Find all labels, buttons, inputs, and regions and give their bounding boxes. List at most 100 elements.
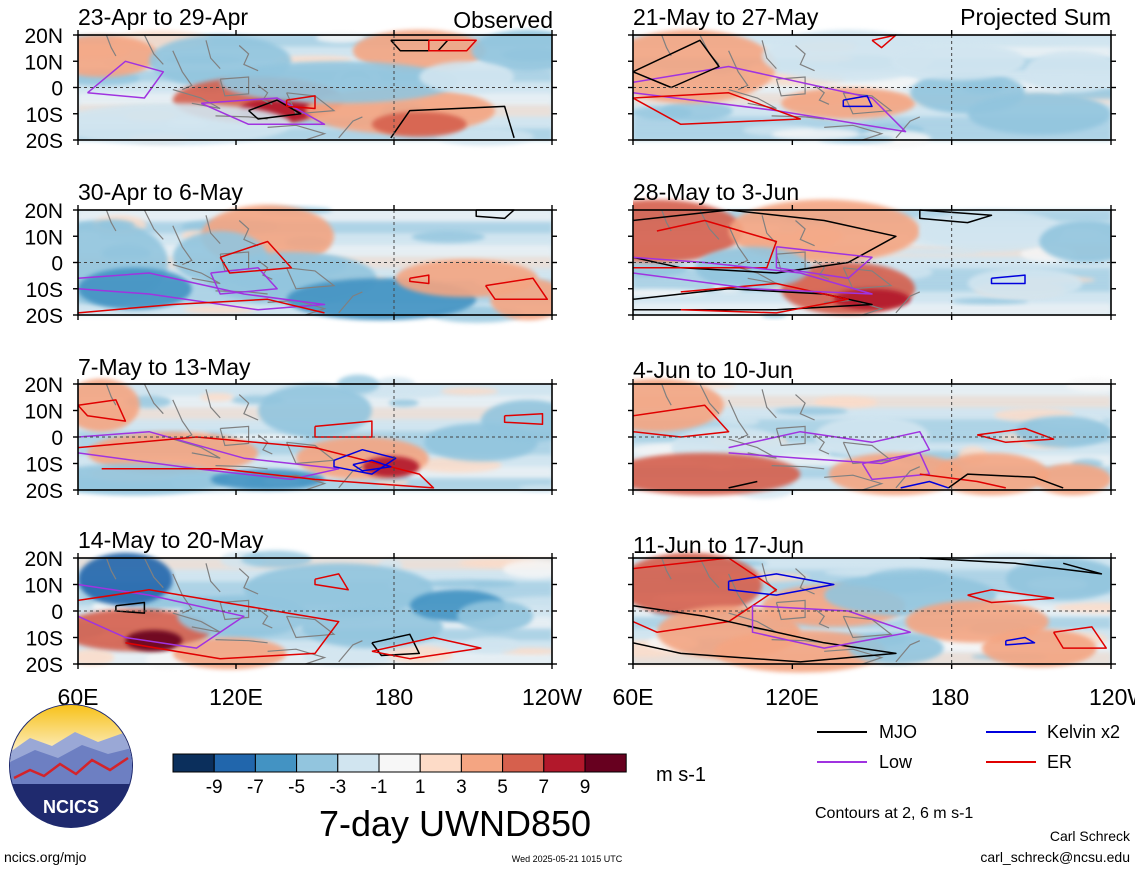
coastline bbox=[795, 45, 815, 72]
contour-line bbox=[871, 34, 897, 49]
colorbar-label: 9 bbox=[580, 777, 591, 798]
colorbar-label: -5 bbox=[288, 777, 305, 798]
map-panel bbox=[633, 199, 1111, 319]
contour-line bbox=[352, 459, 392, 472]
projected-label: Projected Sum bbox=[960, 4, 1111, 30]
coastline bbox=[761, 40, 777, 70]
contour-line bbox=[1052, 626, 1107, 649]
wind-anomaly-blob bbox=[1034, 463, 1111, 496]
coastline bbox=[215, 465, 268, 470]
colorbar-swatch bbox=[213, 753, 256, 773]
map-panel bbox=[78, 374, 552, 496]
contour-line bbox=[1005, 636, 1036, 646]
coastline bbox=[824, 124, 884, 141]
panels-layer bbox=[73, 29, 1116, 673]
lon-label-180: 180 bbox=[375, 684, 413, 710]
contour-line bbox=[314, 573, 349, 591]
wind-anomaly-blob bbox=[78, 35, 159, 77]
ncics-logo: NCICS bbox=[9, 704, 133, 828]
coastline bbox=[143, 383, 164, 415]
wind-anomaly-blob bbox=[371, 111, 467, 137]
contour-line bbox=[977, 427, 1055, 444]
contour-line bbox=[633, 404, 730, 438]
wind-anomaly-blob bbox=[833, 288, 911, 310]
lon-label-120w: 120W bbox=[522, 684, 582, 710]
lat-label: 20N bbox=[24, 200, 63, 223]
panel-title-4: 28-May to 3-Jun bbox=[633, 179, 799, 205]
coastline bbox=[257, 434, 273, 455]
wind-anomaly-blob bbox=[78, 378, 140, 432]
coastline bbox=[105, 557, 117, 580]
contour-line bbox=[503, 412, 544, 426]
coastline bbox=[286, 267, 336, 290]
lat-label: 0 bbox=[51, 601, 63, 624]
coastline bbox=[814, 608, 830, 629]
footer-url: ncics.org/mjo bbox=[4, 849, 87, 865]
lat-label: 10N bbox=[24, 401, 63, 424]
coastline bbox=[661, 34, 672, 57]
coastline bbox=[286, 615, 336, 639]
lat-label: 10N bbox=[24, 575, 63, 598]
coastline bbox=[257, 608, 273, 629]
contour-line bbox=[78, 436, 435, 489]
wind-anomaly-blob bbox=[300, 605, 443, 649]
lat-label: 20N bbox=[24, 374, 63, 397]
coastline bbox=[814, 434, 830, 455]
wind-anomaly-blob bbox=[891, 42, 1025, 81]
colorbar-label: 7 bbox=[539, 777, 550, 798]
lon-label-120w-r: 120W bbox=[1089, 684, 1135, 710]
coastline bbox=[338, 291, 363, 314]
contour-line bbox=[200, 97, 326, 126]
wind-anomaly-blob bbox=[457, 600, 534, 633]
lon-label-60e-r: 60E bbox=[613, 684, 654, 710]
contour-line bbox=[728, 430, 931, 465]
coastline bbox=[661, 383, 672, 406]
contour-line bbox=[78, 589, 340, 660]
coastline bbox=[771, 115, 825, 120]
panel-title-5: 7-May to 13-May bbox=[78, 354, 251, 380]
coastline bbox=[205, 389, 221, 419]
lat-label: 0 bbox=[51, 253, 63, 276]
colorbar-swatch bbox=[584, 753, 627, 773]
panel-title-1: 23-Apr to 29-Apr bbox=[78, 4, 248, 30]
panel-title-8: 11-Jun to 17-Jun bbox=[633, 532, 804, 558]
contours-note: Contours at 2, 6 m s-1 bbox=[815, 805, 973, 822]
wind-anomaly-blob bbox=[633, 29, 777, 104]
longitude-labels-right: 60E 120E 180 120W bbox=[613, 684, 1135, 710]
legend-label-er: ER bbox=[1047, 752, 1072, 772]
wind-anomaly-blob bbox=[1039, 220, 1111, 263]
coastline bbox=[775, 425, 806, 447]
coastline bbox=[143, 34, 164, 65]
contour-line bbox=[210, 267, 278, 295]
coastline bbox=[895, 466, 921, 489]
coastline bbox=[795, 220, 815, 247]
coastline bbox=[895, 640, 921, 663]
coastline bbox=[143, 209, 164, 240]
contour-line bbox=[680, 282, 849, 314]
lat-label: 20S bbox=[26, 654, 63, 677]
coastline bbox=[814, 259, 830, 280]
contour-line bbox=[919, 209, 993, 224]
coastline bbox=[219, 599, 250, 621]
colorbar-label: 3 bbox=[456, 777, 467, 798]
contour-line bbox=[751, 604, 911, 649]
lat-label: 10S bbox=[26, 454, 63, 477]
lat-label: 20S bbox=[26, 305, 63, 328]
coastline bbox=[761, 389, 777, 419]
contour-line bbox=[390, 105, 515, 139]
contour-line bbox=[633, 604, 897, 663]
coastline bbox=[238, 45, 259, 72]
contour-line bbox=[633, 92, 802, 126]
lon-label-120e: 120E bbox=[209, 684, 263, 710]
lon-label-120e-r: 120E bbox=[765, 684, 819, 710]
longitude-labels-left: 60E 120E 180 120W bbox=[58, 684, 583, 710]
lat-label: 10S bbox=[26, 628, 63, 651]
latitude-labels: 20N 10N 0 10S 20S 20N 10N 0 10S 20S 20N 10N 0 10S 20S 2… bbox=[24, 25, 63, 677]
contour-line bbox=[115, 601, 146, 614]
coastline bbox=[267, 299, 327, 316]
contour-line bbox=[409, 274, 430, 285]
coastline bbox=[728, 264, 777, 285]
colorbar-swatch bbox=[460, 753, 504, 773]
colorbar-label: -7 bbox=[247, 777, 264, 798]
footer-author: Carl Schreck bbox=[1050, 828, 1131, 844]
